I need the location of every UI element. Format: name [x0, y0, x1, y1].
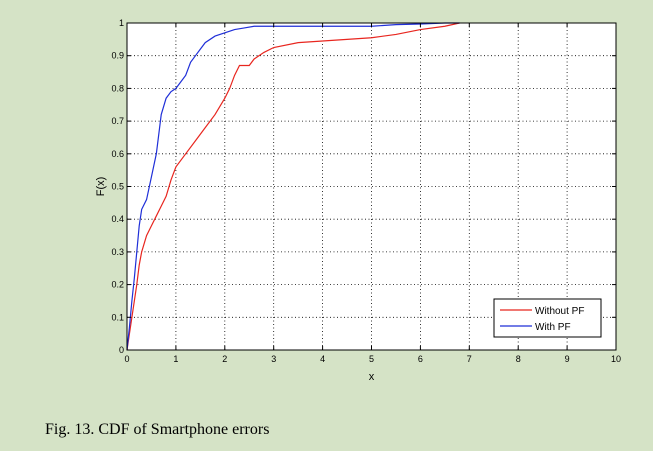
y-tick-label: 0 — [119, 345, 124, 355]
y-tick-label: 1 — [119, 18, 124, 28]
y-tick-label: 0.8 — [111, 83, 124, 93]
series-line-without-pf — [126, 22, 460, 351]
x-tick-label: 6 — [418, 354, 423, 364]
legend-label-with-pf: With PF — [535, 322, 571, 333]
figure-caption: Fig. 13. CDF of Smartphone errors — [45, 421, 270, 438]
series-line-with-pf — [126, 22, 460, 351]
legend-label-without-pf: Without PF — [535, 306, 584, 317]
x-tick-label: 7 — [467, 354, 472, 364]
x-tick-label: 5 — [369, 354, 374, 364]
legend: Without PF With PF — [493, 298, 602, 338]
y-tick-label: 0.4 — [111, 214, 124, 224]
y-tick-label: 0.6 — [111, 149, 124, 159]
x-tick-label: 10 — [611, 354, 621, 364]
x-tick-label: 4 — [320, 354, 325, 364]
x-tick-label: 2 — [222, 354, 227, 364]
series-layer — [126, 22, 460, 351]
y-tick-label: 0.1 — [111, 312, 124, 322]
y-tick-label: 0.9 — [111, 51, 124, 61]
x-tick-label: 0 — [124, 354, 129, 364]
grid-lines — [127, 23, 616, 350]
y-axis-label: F(x) — [95, 177, 107, 197]
x-tick-label: 3 — [271, 354, 276, 364]
y-tick-label: 0.2 — [111, 280, 124, 290]
x-tick-label: 8 — [516, 354, 521, 364]
x-axis-label: x — [369, 371, 375, 383]
legend-box — [493, 298, 602, 338]
y-tick-label: 0.3 — [111, 247, 124, 257]
y-tick-label: 0.7 — [111, 116, 124, 126]
y-tick-label: 0.5 — [111, 182, 124, 192]
x-tick-label: 1 — [173, 354, 178, 364]
axis-ticks: 0 1 2 3 4 5 6 7 8 9 10 0 0.1 0.2 0.3 0.4 0.5 0.6 0.7 0.8 0.9… — [111, 18, 621, 364]
x-tick-label: 9 — [565, 354, 570, 364]
